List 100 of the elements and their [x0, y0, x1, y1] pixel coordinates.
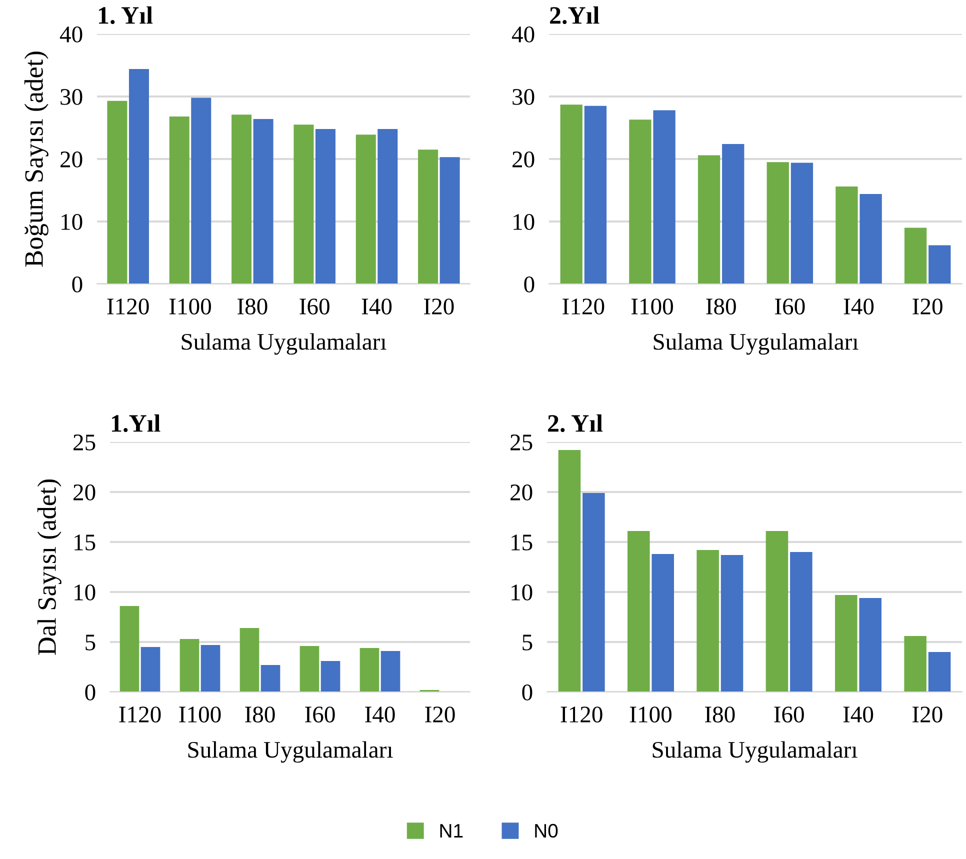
y-tick-label: 0 [522, 684, 532, 700]
x-tick-label: I100 [179, 706, 221, 723]
bar [928, 652, 951, 692]
x-tick-label: I80 [705, 706, 735, 723]
y-axis-title: Dal Sayısı (adet) [37, 479, 62, 655]
chart-title: 1. Yıl [99, 6, 153, 24]
legend-label: N1 [440, 824, 463, 838]
y-tick-label: 10 [62, 214, 82, 230]
x-tick-label: I20 [424, 298, 454, 315]
x-tick-label: I20 [912, 298, 942, 315]
x-tick-label: I60 [305, 706, 335, 723]
bar [698, 155, 720, 284]
bar [904, 636, 926, 692]
y-tick-label: 20 [60, 151, 82, 168]
y-tick-label: 40 [512, 26, 534, 42]
bar [191, 98, 212, 284]
bar [835, 595, 858, 692]
bar [582, 493, 605, 692]
y-tick-label: 20 [510, 484, 532, 500]
x-axis-title: Sulama Uygulamaları [182, 333, 386, 355]
bar [860, 194, 882, 284]
y-tick-label: 40 [60, 26, 82, 42]
bar [696, 550, 719, 692]
bar [294, 124, 314, 284]
bar [107, 100, 128, 284]
y-axis-title: Boğum Sayısı (adet) [24, 52, 48, 267]
bar [356, 134, 376, 284]
bar [320, 661, 340, 692]
y-tick-label: 10 [512, 584, 532, 600]
bar [859, 598, 882, 692]
bar [928, 245, 951, 284]
bar [360, 648, 380, 692]
bar [200, 645, 220, 692]
x-tick-label: I60 [300, 298, 330, 315]
bar [790, 162, 814, 284]
x-tick-label: I100 [631, 298, 673, 315]
bar [120, 606, 140, 692]
x-tick-label: I40 [844, 298, 874, 315]
x-tick-label: I80 [245, 706, 275, 723]
bar [169, 116, 190, 284]
y-tick-label: 5 [522, 634, 532, 650]
x-tick-label: I120 [562, 298, 604, 315]
x-tick-label: I120 [107, 298, 149, 315]
bar [558, 450, 581, 692]
y-tick-label: 15 [512, 534, 532, 550]
bar [766, 162, 789, 284]
chart-title: 1.Yıl [112, 414, 160, 432]
y-tick-label: 30 [60, 88, 82, 105]
x-tick-label: I40 [362, 298, 392, 315]
bar [378, 129, 398, 284]
bar [628, 531, 650, 692]
bar [652, 554, 674, 692]
bar [180, 639, 200, 692]
bar [253, 119, 274, 284]
y-tick-label: 15 [74, 534, 96, 550]
x-axis-title: Sulama Uygulamaları [652, 741, 858, 763]
bar [836, 186, 858, 284]
bar [128, 69, 149, 284]
x-axis-title: Sulama Uygulamaları [654, 333, 858, 355]
y-tick-label: 25 [510, 434, 532, 450]
bar [380, 651, 400, 692]
y-tick-label: 10 [74, 584, 96, 600]
bar [720, 555, 744, 692]
bar [790, 552, 812, 692]
x-tick-label: I20 [912, 706, 942, 723]
y-tick-label: 0 [85, 684, 96, 700]
bar [240, 628, 260, 692]
y-tick-label: 25 [74, 434, 96, 450]
x-tick-label: I100 [630, 706, 672, 723]
x-tick-label: I80 [238, 298, 268, 315]
x-tick-label: I100 [169, 298, 211, 315]
x-tick-label: I120 [560, 706, 602, 723]
chart-title: 2.Yıl [550, 6, 600, 24]
bar [653, 110, 676, 284]
y-tick-label: 30 [512, 88, 534, 105]
x-tick-label: I20 [425, 706, 455, 723]
x-tick-label: I40 [365, 706, 395, 723]
bar [140, 647, 160, 692]
bar [584, 106, 607, 284]
x-tick-label: I60 [774, 706, 804, 723]
bar [418, 150, 438, 284]
y-tick-label: 0 [524, 276, 534, 292]
x-tick-label: I60 [775, 298, 805, 315]
chart-title: 2. Yıl [548, 414, 603, 432]
y-tick-label: 20 [74, 484, 96, 500]
y-tick-label: 20 [512, 151, 534, 168]
bar [300, 646, 320, 692]
y-tick-label: 10 [514, 214, 534, 230]
bar [904, 228, 927, 284]
bar [766, 531, 788, 692]
legend-label: N0 [535, 824, 558, 838]
x-tick-label: I40 [843, 706, 874, 723]
bar [232, 114, 252, 284]
y-tick-label: 0 [72, 276, 82, 292]
bar [722, 144, 744, 284]
x-tick-label: I80 [706, 298, 736, 315]
bar [560, 104, 582, 284]
y-tick-label: 5 [86, 634, 96, 650]
bar [440, 157, 460, 284]
x-tick-label: I120 [119, 706, 161, 723]
